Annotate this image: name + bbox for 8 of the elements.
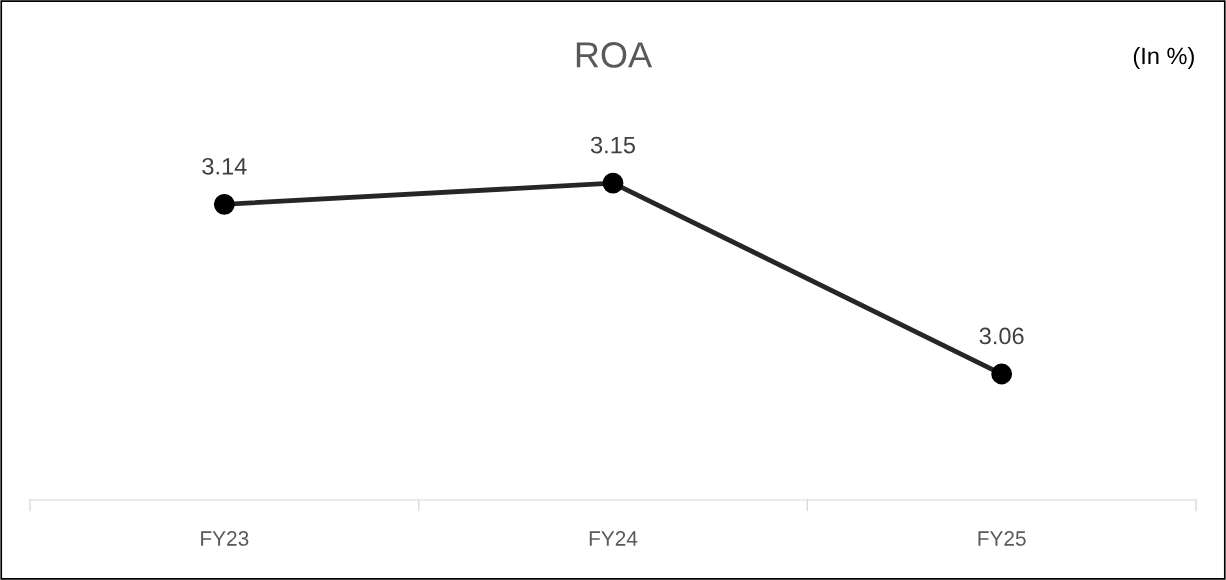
x-tick-label: FY24 [589, 531, 638, 546]
data-label: 3.14 [202, 157, 247, 175]
x-tick-label: FY25 [978, 531, 1026, 546]
x-tick-label: FY23 [201, 531, 249, 546]
data-label: 3.15 [590, 136, 635, 154]
text: (In %) [1133, 47, 1194, 69]
data-label: 3.06 [979, 327, 1024, 345]
chart-title: ROA [576, 42, 653, 68]
